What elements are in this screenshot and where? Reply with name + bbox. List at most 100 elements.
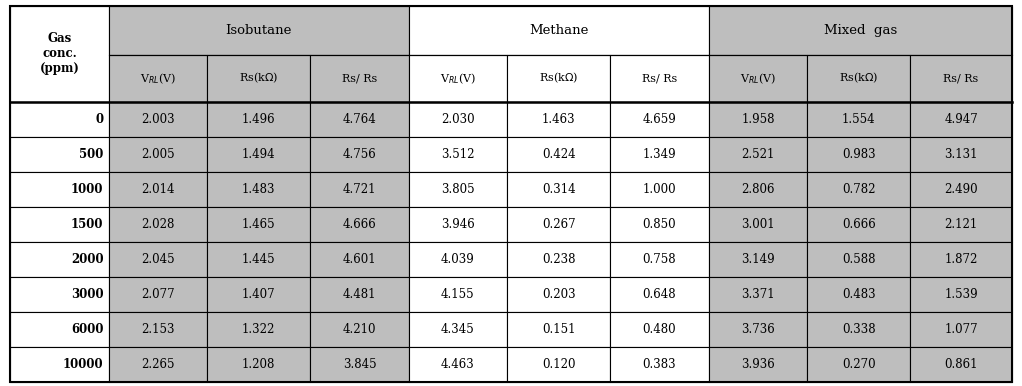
Text: 2.490: 2.490: [944, 183, 978, 196]
Text: 1.208: 1.208: [242, 358, 275, 371]
Bar: [409, 312, 507, 347]
Text: 2.521: 2.521: [741, 148, 775, 161]
Text: 2000: 2000: [71, 253, 103, 266]
Bar: [807, 347, 911, 382]
Bar: [708, 6, 1012, 55]
Bar: [708, 242, 807, 277]
Text: 1000: 1000: [71, 183, 103, 196]
Text: Rs(k$\Omega$): Rs(k$\Omega$): [539, 71, 578, 85]
Bar: [807, 277, 911, 312]
Bar: [708, 207, 807, 242]
Text: 0.424: 0.424: [542, 148, 575, 161]
Bar: [206, 55, 311, 102]
Text: 4.756: 4.756: [342, 148, 376, 161]
Text: 500: 500: [79, 148, 103, 161]
Text: 4.764: 4.764: [342, 113, 376, 126]
Bar: [708, 137, 807, 172]
Bar: [311, 172, 409, 207]
Text: 1.494: 1.494: [242, 148, 275, 161]
Bar: [610, 277, 708, 312]
Text: 0.151: 0.151: [542, 323, 575, 336]
Text: 4.601: 4.601: [342, 253, 376, 266]
Text: 4.721: 4.721: [342, 183, 376, 196]
Bar: [911, 207, 1012, 242]
Text: Rs(k$\Omega$): Rs(k$\Omega$): [839, 71, 878, 85]
Bar: [409, 55, 507, 102]
Text: 3.131: 3.131: [944, 148, 978, 161]
Text: 0: 0: [95, 113, 103, 126]
Text: Gas
conc.
(ppm): Gas conc. (ppm): [40, 32, 80, 75]
Bar: [409, 242, 507, 277]
Bar: [807, 137, 911, 172]
Text: 0.314: 0.314: [542, 183, 575, 196]
Bar: [507, 312, 610, 347]
Bar: [206, 242, 311, 277]
Text: 0.588: 0.588: [842, 253, 876, 266]
Text: 1.496: 1.496: [242, 113, 275, 126]
Text: 0.120: 0.120: [542, 358, 575, 371]
Bar: [610, 102, 708, 137]
Bar: [311, 312, 409, 347]
Text: 6000: 6000: [71, 323, 103, 336]
Bar: [507, 347, 610, 382]
Text: Rs/ Rs: Rs/ Rs: [341, 73, 377, 83]
Text: 0.983: 0.983: [842, 148, 876, 161]
Text: 0.338: 0.338: [842, 323, 876, 336]
Text: Rs/ Rs: Rs/ Rs: [943, 73, 979, 83]
Bar: [10, 6, 108, 102]
Text: 2.030: 2.030: [442, 113, 474, 126]
Bar: [10, 172, 108, 207]
Bar: [206, 347, 311, 382]
Text: 4.155: 4.155: [442, 288, 474, 301]
Text: 2.153: 2.153: [141, 323, 175, 336]
Text: 1.445: 1.445: [242, 253, 275, 266]
Bar: [10, 347, 108, 382]
Bar: [911, 312, 1012, 347]
Text: 0.238: 0.238: [542, 253, 575, 266]
Bar: [507, 55, 610, 102]
Bar: [610, 312, 708, 347]
Text: 0.782: 0.782: [842, 183, 876, 196]
Text: V$_{RL}$(V): V$_{RL}$(V): [439, 71, 476, 86]
Text: V$_{RL}$(V): V$_{RL}$(V): [140, 71, 176, 86]
Bar: [311, 137, 409, 172]
Bar: [807, 207, 911, 242]
Text: 3.936: 3.936: [741, 358, 775, 371]
Text: 1.463: 1.463: [542, 113, 575, 126]
Bar: [507, 242, 610, 277]
Bar: [911, 137, 1012, 172]
Text: 4.481: 4.481: [342, 288, 376, 301]
Bar: [708, 172, 807, 207]
Bar: [911, 55, 1012, 102]
Bar: [911, 347, 1012, 382]
Text: 1.872: 1.872: [944, 253, 978, 266]
Text: 4.039: 4.039: [440, 253, 474, 266]
Bar: [108, 207, 206, 242]
Text: 4.659: 4.659: [643, 113, 677, 126]
Text: Rs/ Rs: Rs/ Rs: [642, 73, 678, 83]
Text: 2.005: 2.005: [141, 148, 175, 161]
Text: 0.758: 0.758: [643, 253, 677, 266]
Bar: [108, 6, 409, 55]
Text: 0.267: 0.267: [542, 218, 575, 231]
Bar: [108, 277, 206, 312]
Text: 1.000: 1.000: [643, 183, 677, 196]
Text: 0.203: 0.203: [542, 288, 575, 301]
Bar: [911, 102, 1012, 137]
Text: 10000: 10000: [62, 358, 103, 371]
Bar: [409, 137, 507, 172]
Text: Rs(k$\Omega$): Rs(k$\Omega$): [239, 71, 278, 85]
Bar: [409, 102, 507, 137]
Text: 0.270: 0.270: [842, 358, 876, 371]
Bar: [108, 347, 206, 382]
Bar: [610, 347, 708, 382]
Text: 3.805: 3.805: [442, 183, 474, 196]
Text: 4.463: 4.463: [440, 358, 474, 371]
Bar: [206, 277, 311, 312]
Bar: [206, 102, 311, 137]
Bar: [10, 207, 108, 242]
Text: V$_{RL}$(V): V$_{RL}$(V): [740, 71, 776, 86]
Text: 1.077: 1.077: [944, 323, 978, 336]
Bar: [311, 55, 409, 102]
Text: 1.554: 1.554: [842, 113, 876, 126]
